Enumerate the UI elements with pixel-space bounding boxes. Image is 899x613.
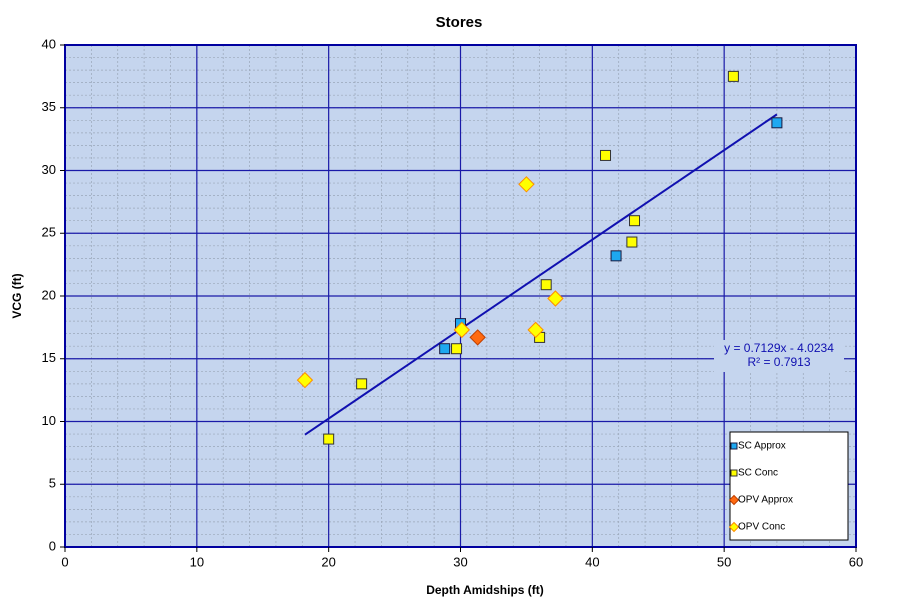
square-marker [439, 343, 451, 355]
legend-label: SC Conc [738, 468, 778, 479]
legend-label: OPV Conc [738, 522, 785, 533]
trendline-label: R² = 0.7913 [747, 355, 810, 369]
x-axis-label: Depth Amidships (ft) [426, 583, 544, 597]
diamond-marker [547, 290, 564, 307]
legend-box [729, 431, 849, 541]
y-axis-label: VCG (ft) [10, 273, 24, 318]
legend-marker [730, 442, 738, 450]
trendline-label-bg [714, 340, 844, 372]
square-marker [610, 250, 622, 262]
y-tick-label: 15 [42, 350, 56, 365]
y-tick-label: 40 [42, 36, 56, 51]
trendline-label: y = 0.7129x - 4.0234 [724, 341, 834, 355]
legend-marker [730, 469, 738, 477]
y-tick-label: 20 [42, 287, 56, 302]
y-tick-label: 0 [49, 538, 56, 553]
square-marker [600, 149, 612, 161]
diamond-marker [518, 176, 535, 193]
y-tick-label: 25 [42, 225, 56, 240]
trendline [304, 113, 778, 436]
legend-label: SC Approx [738, 441, 786, 452]
y-tick-label: 5 [49, 476, 56, 491]
diamond-marker [296, 371, 314, 389]
y-tick-label: 35 [42, 99, 56, 114]
square-marker [451, 343, 463, 355]
chart-title: Stores [436, 14, 483, 31]
x-tick-label: 40 [585, 554, 599, 569]
square-marker [356, 378, 368, 390]
x-tick-label: 30 [453, 554, 467, 569]
x-tick-label: 50 [717, 554, 731, 569]
square-marker [771, 117, 783, 129]
x-tick-label: 0 [61, 554, 68, 569]
y-tick-label: 30 [42, 162, 56, 177]
square-marker [323, 433, 335, 445]
x-tick-label: 20 [321, 554, 335, 569]
square-marker [727, 70, 739, 82]
diamond-marker [453, 321, 471, 339]
diamond-marker [469, 329, 486, 346]
square-marker [540, 279, 552, 291]
x-tick-label: 60 [849, 554, 863, 569]
legend-marker [728, 521, 740, 533]
y-tick-label: 10 [42, 413, 56, 428]
legend-marker [728, 494, 740, 506]
square-marker [629, 215, 641, 227]
legend-label: OPV Approx [738, 495, 793, 506]
square-marker [626, 236, 638, 248]
x-tick-label: 10 [190, 554, 204, 569]
diamond-marker [527, 321, 544, 339]
